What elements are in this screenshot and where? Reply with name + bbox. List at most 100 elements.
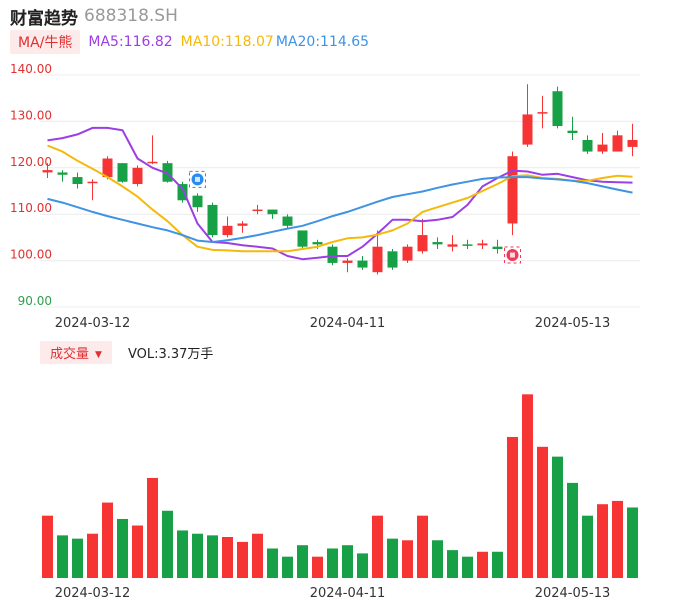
x-tick-label: 2024-05-13	[535, 316, 611, 331]
price-date-axis: 2024-03-12 2024-04-11 2024-05-13	[55, 316, 611, 331]
candle	[507, 151, 518, 236]
volume-value: VOL:3.37万手	[127, 346, 214, 362]
volume-bar	[387, 538, 398, 578]
volume-tag-label: 成交量	[50, 346, 90, 362]
candle	[237, 221, 248, 233]
sell-marker-icon	[504, 246, 521, 264]
candle	[102, 156, 113, 180]
volume-bar	[312, 556, 323, 578]
candle	[267, 209, 278, 219]
candle	[42, 163, 53, 179]
candle	[207, 202, 218, 238]
volume-legend: 成交量 ▼ VOL:3.37万手	[40, 340, 214, 364]
candle-body	[417, 235, 428, 252]
candles	[42, 84, 638, 275]
y-tick-label: 90.00	[18, 294, 52, 308]
candle	[477, 239, 488, 249]
candle-body	[357, 260, 368, 268]
candle	[342, 258, 353, 273]
candle-body	[402, 246, 413, 261]
candle-body	[192, 195, 203, 208]
candle	[372, 230, 383, 275]
volume-bar	[567, 482, 578, 578]
caret-down-icon: ▼	[95, 349, 102, 360]
candle	[222, 216, 233, 238]
candle	[627, 123, 638, 157]
ma10-legend: MA10:118.07	[180, 34, 274, 50]
volume-bar	[447, 550, 458, 578]
price-axis: 140.00 130.00 120.00 110.00 100.00 90.00	[10, 62, 52, 308]
volume-bar	[207, 535, 218, 578]
volume-bar	[102, 502, 113, 578]
trade-markers	[189, 170, 521, 264]
candle-body	[147, 161, 158, 164]
marker-glyph	[195, 176, 200, 182]
candle-body	[612, 135, 623, 152]
candle	[522, 84, 533, 147]
candle	[117, 163, 128, 183]
candle-body	[477, 243, 488, 246]
candle	[387, 249, 398, 270]
candle-body	[312, 242, 323, 245]
volume-bar	[237, 541, 248, 578]
volume-bar	[582, 515, 593, 578]
volume-bar	[222, 537, 233, 578]
candle-body	[522, 114, 533, 145]
candle-body	[597, 144, 608, 152]
candle	[252, 204, 263, 215]
marker-frame	[189, 170, 206, 188]
volume-bar	[132, 525, 143, 578]
volume-bar	[117, 518, 128, 578]
x-tick-label: 2024-03-12	[55, 586, 131, 601]
volume-bar	[627, 507, 638, 578]
volume-bar	[282, 556, 293, 578]
volume-indicator-tag[interactable]: 成交量 ▼	[40, 340, 112, 364]
candle-body	[237, 223, 248, 226]
ma-indicator-tag[interactable]: MA/牛熊	[10, 30, 81, 54]
volume-bar	[417, 515, 428, 578]
volume-bar	[357, 553, 368, 578]
candle-body	[342, 260, 353, 263]
volume-bar	[327, 548, 338, 578]
volume-bar	[57, 535, 68, 578]
candle-body	[537, 112, 548, 114]
candle	[417, 218, 428, 254]
candle	[492, 239, 503, 254]
y-tick-label: 120.00	[10, 155, 52, 169]
candle-body	[177, 184, 188, 201]
volume-bar	[372, 515, 383, 578]
candle-body	[567, 130, 578, 133]
volume-bar	[87, 533, 98, 578]
candle-body	[42, 170, 53, 173]
candle-body	[132, 167, 143, 185]
marker-frame	[504, 246, 521, 264]
ma-legend: MA/牛熊 MA5:116.82 MA10:118.07 MA20:114.65	[10, 30, 369, 54]
volume-bar	[177, 530, 188, 578]
volume-bar	[477, 551, 488, 578]
candle-body	[87, 181, 98, 184]
ma-lines	[47, 126, 633, 261]
candle-body	[372, 246, 383, 273]
stock-name: 财富趋势	[10, 8, 78, 29]
candle	[132, 165, 143, 187]
volume-bar	[402, 540, 413, 578]
candle	[597, 133, 608, 154]
candle	[552, 86, 563, 129]
candle-body	[282, 216, 293, 226]
candle	[177, 181, 188, 203]
candle-body	[297, 230, 308, 247]
ma20-legend: MA20:114.65	[275, 34, 370, 50]
volume-bar	[507, 436, 518, 578]
volume-bar	[537, 446, 548, 578]
stock-code: 688318.SH	[84, 6, 178, 26]
candle-body	[507, 156, 518, 224]
buy-marker-icon	[189, 170, 206, 188]
candle	[537, 95, 548, 129]
volume-bar	[552, 456, 563, 578]
stock-header: 财富趋势 688318.SH	[10, 4, 178, 29]
candle-body	[627, 139, 638, 147]
candle	[72, 172, 83, 189]
candle-body	[72, 177, 83, 185]
x-tick-label: 2024-05-13	[535, 586, 611, 601]
